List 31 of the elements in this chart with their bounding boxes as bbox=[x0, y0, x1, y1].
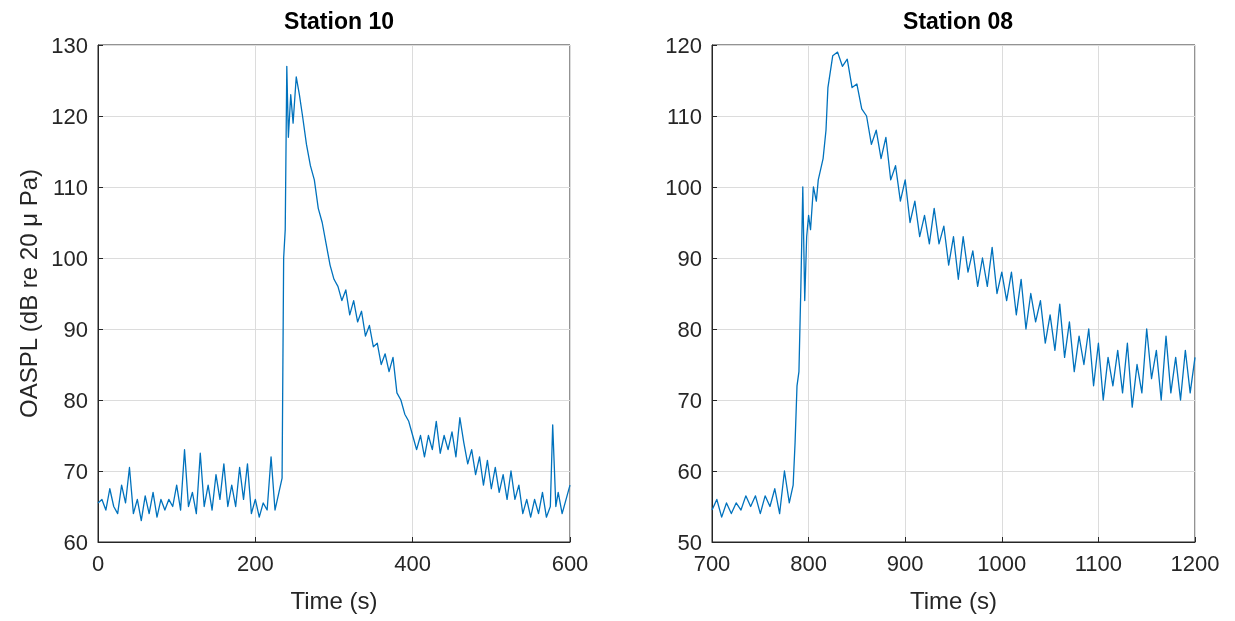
x-tick-label: 1200 bbox=[1170, 550, 1220, 576]
x-tick-label: 600 bbox=[551, 550, 589, 576]
line-series bbox=[711, 51, 1196, 518]
y-tick-label: 110 bbox=[666, 103, 702, 129]
y-tick-label: 130 bbox=[51, 32, 88, 58]
x-tick-label: 0 bbox=[91, 550, 105, 576]
x-axis-title: Time (s) bbox=[290, 586, 378, 614]
x-tick-label: 1000 bbox=[977, 550, 1027, 576]
x-tick-label: 900 bbox=[886, 550, 924, 576]
x-tick-label: 1100 bbox=[1074, 550, 1123, 576]
x-tick-label: 200 bbox=[236, 550, 274, 576]
y-tick-label: 120 bbox=[665, 32, 702, 58]
y-tick-label: 90 bbox=[677, 245, 702, 271]
x-tick-label: 400 bbox=[394, 550, 432, 576]
line-series bbox=[97, 65, 571, 522]
chart-title: Station 10 bbox=[284, 7, 394, 34]
x-axis-title: Time (s) bbox=[909, 586, 998, 614]
y-tick-label: 80 bbox=[63, 387, 88, 413]
y-tick-label: 80 bbox=[677, 316, 702, 342]
y-tick-label: 100 bbox=[51, 245, 88, 271]
chart-title: Station 08 bbox=[903, 7, 1014, 34]
y-tick-label: 70 bbox=[63, 458, 88, 484]
y-tick-label: 110 bbox=[52, 174, 88, 200]
y-tick-label: 120 bbox=[51, 103, 88, 129]
y-tick-label: 100 bbox=[665, 174, 702, 200]
x-tick-label: 800 bbox=[790, 550, 827, 576]
y-axis-title: OASPL (dB re 20 μ Pa) bbox=[14, 168, 42, 419]
y-tick-label: 70 bbox=[677, 387, 702, 413]
y-tick-label: 60 bbox=[677, 458, 702, 484]
y-tick-label: 60 bbox=[63, 529, 88, 555]
y-tick-label: 90 bbox=[63, 316, 88, 342]
